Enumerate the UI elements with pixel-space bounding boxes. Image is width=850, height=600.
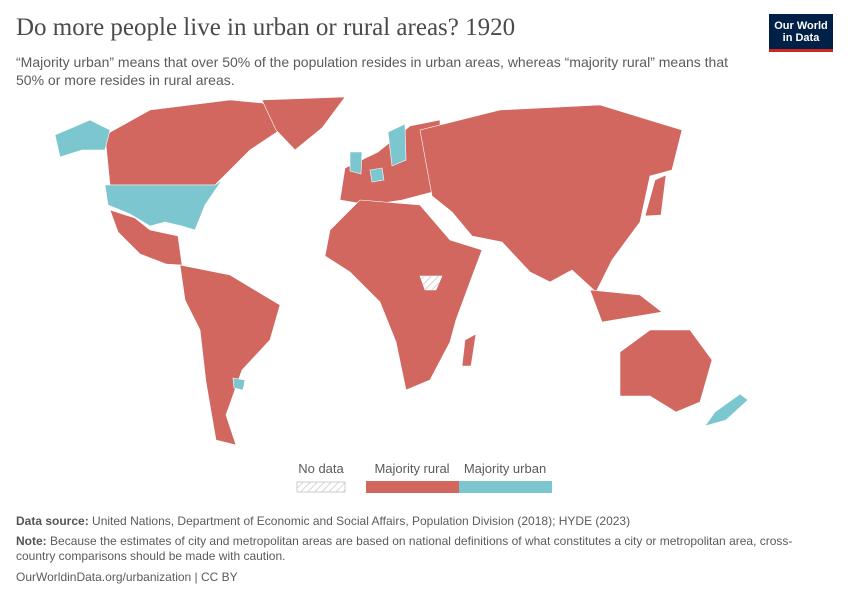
legend-swatch[interactable]: [366, 481, 459, 493]
uk[interactable]: [349, 151, 363, 175]
central-america[interactable]: [109, 209, 183, 266]
madagascar[interactable]: [461, 333, 477, 367]
south-america[interactable]: [179, 264, 281, 446]
indonesia[interactable]: [589, 289, 663, 323]
benelux[interactable]: [369, 167, 385, 183]
no-data-region[interactable]: [419, 275, 443, 291]
countries: [54, 96, 749, 446]
japan[interactable]: [644, 174, 667, 217]
usa[interactable]: [104, 179, 223, 231]
legend-label: Majority urban: [464, 461, 546, 476]
africa[interactable]: [324, 199, 483, 391]
url[interactable]: OurWorldinData.org/urbanization | CC BY: [16, 570, 238, 584]
note: Note: Because the estimates of city and …: [16, 534, 826, 564]
logo-line: in Data: [782, 32, 820, 44]
legend-label: Majority rural: [374, 461, 449, 476]
source: Data source: United Nations, Department …: [16, 514, 826, 529]
note-text: Because the estimates of city and metrop…: [16, 534, 793, 563]
uruguay[interactable]: [232, 377, 246, 391]
note-label: Note:: [16, 534, 47, 548]
new-zealand[interactable]: [704, 393, 749, 427]
canada[interactable]: [104, 99, 286, 186]
legend: No data Majority rural Majority urban: [296, 461, 552, 493]
australia[interactable]: [619, 329, 713, 413]
legend-label: No data: [298, 461, 344, 476]
subtitle: “Majority urban” means that over 50% of …: [16, 54, 729, 88]
sweden[interactable]: [387, 123, 407, 167]
source-label: Data source:: [16, 514, 89, 528]
legend-swatch[interactable]: [296, 481, 346, 493]
greenland[interactable]: [261, 96, 346, 151]
legend-swatch[interactable]: [459, 481, 552, 493]
logo[interactable]: Our World in Data: [769, 14, 833, 52]
title: Do more people live in urban or rural ar…: [16, 14, 516, 41]
logo-line: Our World: [774, 20, 828, 32]
source-text: United Nations, Department of Economic a…: [92, 514, 631, 528]
alaska[interactable]: [54, 119, 111, 158]
